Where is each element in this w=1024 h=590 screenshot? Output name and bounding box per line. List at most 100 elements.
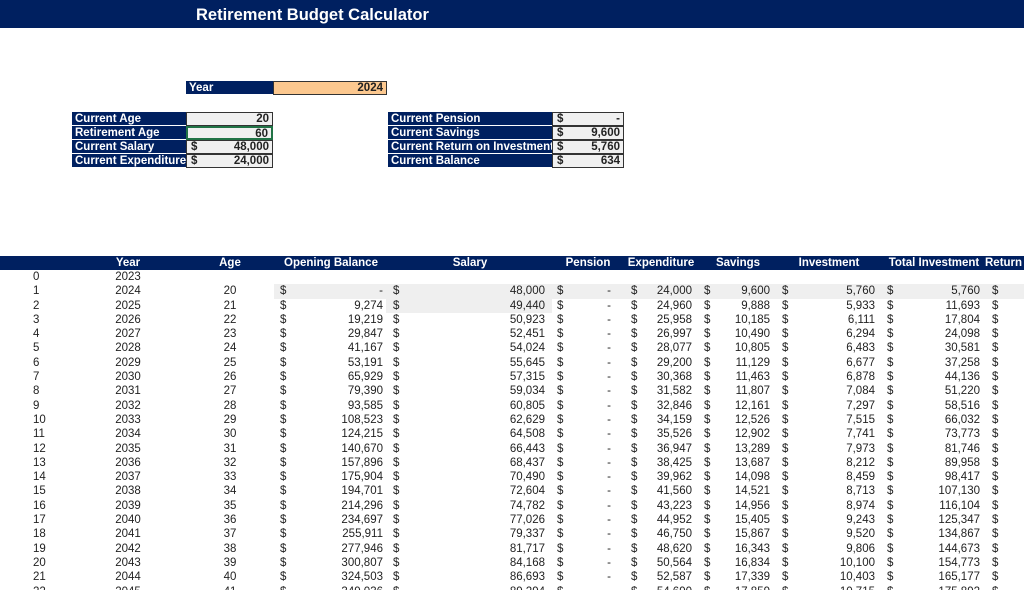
left-input-retirement-age[interactable]: 60 (186, 126, 273, 140)
year-input-label: Year (186, 81, 273, 95)
amount-cell: 175,904 (341, 471, 383, 484)
year-cell: 2032 (115, 399, 141, 412)
amount-cell: 24,000 (656, 285, 692, 298)
currency-symbol: $ (393, 299, 400, 312)
period-cell: 1 (33, 285, 40, 298)
amount-cell: 11,129 (735, 356, 770, 369)
age-cell: 23 (223, 328, 237, 341)
amount-cell: 46,750 (656, 528, 692, 541)
currency-symbol: $ (631, 442, 638, 455)
year-cell: 2028 (115, 342, 141, 355)
currency-symbol: $ (557, 285, 564, 298)
amount-cell: 107,130 (938, 485, 980, 498)
right-label: Current Return on Investment (388, 140, 554, 154)
currency-symbol: $ (393, 585, 399, 590)
age-cell: 26 (223, 371, 237, 384)
currency-symbol: $ (393, 313, 400, 326)
amount-cell: 13,289 (734, 442, 770, 455)
currency-symbol: $ (280, 313, 287, 326)
left-label: Current Expenditure (72, 154, 186, 168)
amount-cell: - (379, 285, 383, 298)
input-value: 9,600 (591, 127, 620, 139)
amount-cell: 38,425 (656, 456, 692, 469)
currency-symbol: $ (704, 585, 710, 590)
amount-cell: 79,390 (347, 385, 383, 398)
amount-cell: 14,521 (734, 485, 770, 498)
currency-symbol: $ (992, 413, 999, 426)
currency-symbol: $ (887, 399, 894, 412)
currency-symbol: $ (393, 485, 400, 498)
currency-symbol: $ (280, 442, 287, 455)
amount-cell: 116,104 (939, 499, 980, 512)
age-cell: 41 (190, 585, 270, 590)
currency-symbol: $ (631, 385, 638, 398)
left-input-current-age[interactable]: 20 (186, 112, 273, 126)
year-input[interactable]: 2024 (273, 81, 387, 95)
currency-symbol: $ (992, 328, 999, 341)
table-row: 16 2039 35 $214,296 $74,782 $ - $43,223 $14,956 $… (0, 499, 1024, 513)
currency-symbol: $ (992, 356, 999, 369)
currency-symbol: $ (393, 456, 400, 469)
currency-symbol: $ (992, 428, 999, 441)
currency-symbol: $ (631, 371, 638, 384)
currency-symbol: $ (280, 542, 287, 555)
amount-cell: 65,929 (347, 371, 383, 384)
amount-cell: 49,440 (509, 299, 545, 312)
amount-cell: 28,077 (656, 342, 692, 355)
year-cell: 2042 (115, 542, 141, 555)
amount-cell: 13,687 (734, 456, 770, 469)
amount-cell: 31,582 (656, 385, 692, 398)
amount-cell: 9,274 (354, 299, 383, 312)
input-value: 5,760 (591, 141, 620, 153)
currency-symbol: $ (631, 556, 638, 569)
amount-cell: 50,564 (656, 556, 692, 569)
currency-symbol: $ (704, 442, 711, 455)
period-cell: 9 (33, 399, 40, 412)
amount-cell: 44,952 (656, 514, 692, 527)
right-input-current-balance[interactable]: $634 (552, 154, 624, 168)
table-row: 5 2028 24 $41,167 $54,024 $ - $28,077 $10,805 $6,… (0, 341, 1024, 355)
amount-cell: 10,403 (839, 571, 875, 584)
amount-cell: 6,483 (846, 342, 875, 355)
amount-cell: - (607, 399, 611, 412)
amount-cell: 277,946 (341, 542, 383, 555)
year-cell: 2023 (115, 271, 141, 283)
currency-symbol: $ (280, 499, 287, 512)
amount-cell: 66,443 (509, 442, 545, 455)
left-input-current-expenditure[interactable]: $24,000 (186, 154, 273, 168)
currency-symbol: $ (393, 399, 400, 412)
table-row: 13 2036 32 $157,896 $68,437 $ - $38,425 $13,687 $… (0, 456, 1024, 470)
left-label: Current Age (72, 112, 186, 126)
amount-cell: 14,956 (734, 499, 770, 512)
age-cell: 21 (223, 299, 237, 312)
currency-symbol: $ (557, 399, 564, 412)
year-cell: 2036 (115, 456, 141, 469)
amount-cell: 54,024 (509, 342, 545, 355)
left-input-current-salary[interactable]: $48,000 (186, 140, 273, 154)
input-value: 24,000 (233, 155, 269, 167)
input-value: 20 (256, 113, 269, 125)
amount-cell: 12,161 (734, 399, 770, 412)
currency-symbol: $ (782, 299, 789, 312)
currency-symbol: $ (782, 456, 789, 469)
currency-symbol: $ (992, 313, 999, 326)
currency-symbol: $ (557, 299, 564, 312)
currency-symbol: $ (782, 514, 789, 527)
amount-cell: 9,520 (846, 528, 875, 541)
currency-symbol: $ (280, 456, 287, 469)
right-input-current-savings[interactable]: $9,600 (552, 126, 624, 140)
year-cell: 2030 (115, 371, 141, 384)
right-input-current-pension[interactable]: $ - (552, 112, 624, 126)
amount-cell: 48,000 (509, 285, 545, 298)
currency-symbol: $ (887, 456, 894, 469)
currency-symbol: $ (704, 399, 711, 412)
currency-symbol: $ (782, 328, 789, 341)
age-cell: 24 (223, 342, 237, 355)
amount-cell: 52,587 (656, 571, 692, 584)
amount-cell: 10,490 (734, 328, 770, 341)
currency-symbol: $ (782, 585, 788, 590)
currency-symbol: $ (280, 342, 287, 355)
currency-symbol: $ (704, 542, 711, 555)
right-input-current-return-on-investment[interactable]: $5,760 (552, 140, 624, 154)
currency-symbol: $ (992, 399, 999, 412)
